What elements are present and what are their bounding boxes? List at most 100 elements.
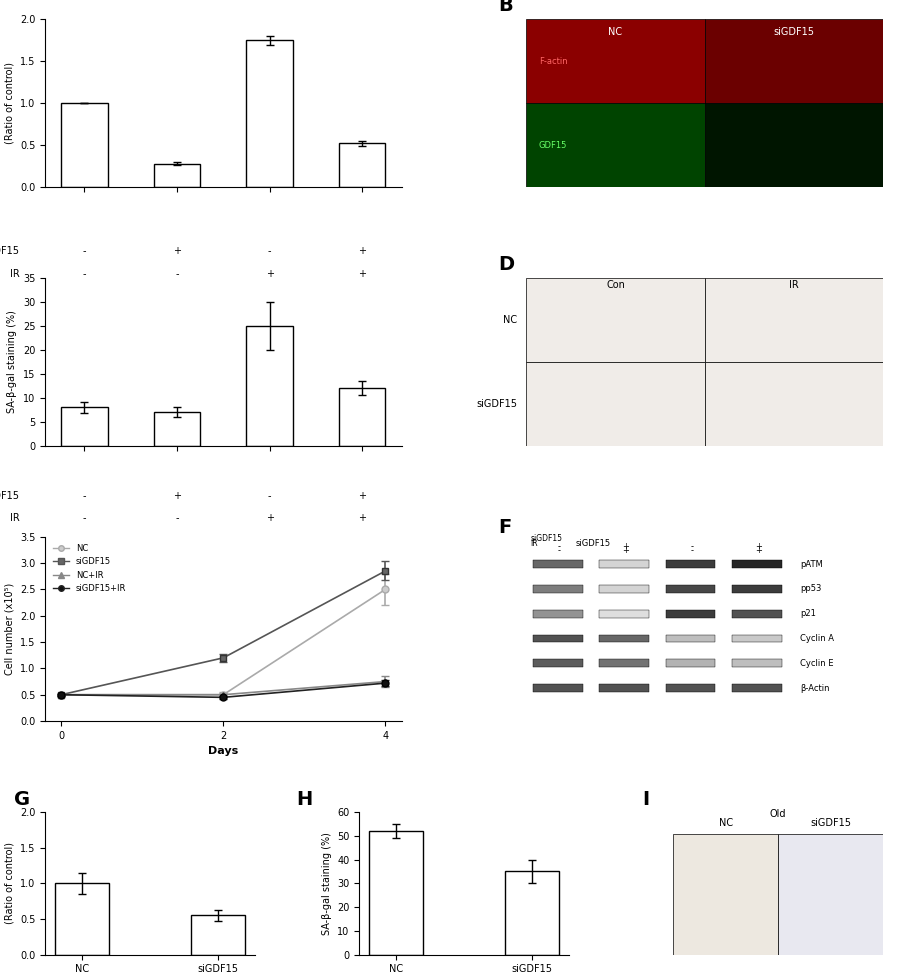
Text: -: - bbox=[176, 269, 178, 280]
Y-axis label: SA-β-gal staining (%): SA-β-gal staining (%) bbox=[7, 311, 17, 413]
Text: F: F bbox=[498, 518, 511, 537]
Text: -: - bbox=[83, 512, 86, 523]
FancyBboxPatch shape bbox=[599, 684, 649, 692]
Text: +: + bbox=[359, 512, 366, 523]
Bar bbox=[369, 831, 423, 955]
Bar bbox=[61, 407, 107, 446]
FancyBboxPatch shape bbox=[599, 560, 649, 568]
Text: siGDF15: siGDF15 bbox=[773, 27, 815, 37]
Text: +: + bbox=[623, 546, 630, 555]
Text: +: + bbox=[173, 491, 181, 501]
Text: +: + bbox=[266, 512, 274, 523]
Text: Cyclin E: Cyclin E bbox=[800, 658, 833, 668]
Text: pp53: pp53 bbox=[800, 584, 822, 593]
Text: siGDF15: siGDF15 bbox=[810, 818, 851, 828]
Text: IR: IR bbox=[789, 280, 798, 290]
Text: G: G bbox=[14, 790, 30, 809]
FancyBboxPatch shape bbox=[732, 585, 782, 593]
FancyBboxPatch shape bbox=[599, 659, 649, 667]
FancyBboxPatch shape bbox=[666, 610, 715, 618]
Text: NC: NC bbox=[608, 27, 623, 37]
Y-axis label: SA-β-gal staining (%): SA-β-gal staining (%) bbox=[322, 832, 332, 935]
Text: -: - bbox=[83, 491, 86, 501]
Text: +: + bbox=[173, 245, 181, 256]
FancyBboxPatch shape bbox=[666, 585, 715, 593]
FancyBboxPatch shape bbox=[533, 659, 583, 667]
Text: siGDF15: siGDF15 bbox=[0, 245, 20, 256]
FancyBboxPatch shape bbox=[666, 560, 715, 568]
Bar bbox=[154, 164, 200, 187]
FancyBboxPatch shape bbox=[599, 585, 649, 593]
FancyBboxPatch shape bbox=[599, 635, 649, 643]
Y-axis label: GDF15 mRNA
(Ratio of control): GDF15 mRNA (Ratio of control) bbox=[0, 62, 14, 144]
Text: +: + bbox=[359, 491, 366, 501]
Bar bbox=[505, 872, 560, 955]
Text: +: + bbox=[623, 542, 630, 551]
FancyBboxPatch shape bbox=[526, 279, 705, 362]
FancyBboxPatch shape bbox=[732, 610, 782, 618]
FancyBboxPatch shape bbox=[732, 560, 782, 568]
Bar bbox=[247, 41, 293, 187]
Text: -: - bbox=[558, 546, 561, 555]
FancyBboxPatch shape bbox=[732, 659, 782, 667]
Text: B: B bbox=[498, 0, 513, 16]
Bar bbox=[339, 389, 386, 446]
FancyBboxPatch shape bbox=[778, 834, 883, 955]
FancyBboxPatch shape bbox=[533, 560, 583, 568]
Bar bbox=[61, 103, 107, 187]
Text: β-Actin: β-Actin bbox=[800, 684, 830, 693]
FancyBboxPatch shape bbox=[705, 103, 883, 187]
Text: NC: NC bbox=[719, 818, 733, 828]
Text: -: - bbox=[83, 245, 86, 256]
Text: -: - bbox=[83, 269, 86, 280]
Text: -: - bbox=[176, 512, 178, 523]
Text: +: + bbox=[359, 269, 366, 280]
Text: siGDF15: siGDF15 bbox=[0, 491, 20, 501]
Text: Old: Old bbox=[770, 809, 787, 819]
FancyBboxPatch shape bbox=[674, 834, 778, 955]
Text: Con: Con bbox=[606, 280, 625, 290]
FancyBboxPatch shape bbox=[732, 635, 782, 643]
Text: p21: p21 bbox=[800, 610, 816, 618]
FancyBboxPatch shape bbox=[533, 635, 583, 643]
FancyBboxPatch shape bbox=[533, 610, 583, 618]
Text: siGDF15: siGDF15 bbox=[531, 534, 562, 543]
FancyBboxPatch shape bbox=[666, 659, 715, 667]
FancyBboxPatch shape bbox=[705, 362, 883, 446]
Text: Cyclin A: Cyclin A bbox=[800, 634, 834, 643]
FancyBboxPatch shape bbox=[533, 585, 583, 593]
Bar bbox=[247, 326, 293, 446]
Text: +: + bbox=[359, 245, 366, 256]
Text: -: - bbox=[268, 491, 271, 501]
Bar bbox=[154, 412, 200, 446]
Bar bbox=[191, 916, 245, 955]
Bar bbox=[55, 883, 109, 955]
Text: -: - bbox=[268, 245, 271, 256]
Text: +: + bbox=[755, 542, 762, 551]
Legend: NC, siGDF15, NC+IR, siGDF15+IR: NC, siGDF15, NC+IR, siGDF15+IR bbox=[50, 541, 130, 596]
FancyBboxPatch shape bbox=[526, 103, 705, 187]
Text: pATM: pATM bbox=[800, 560, 823, 569]
Y-axis label: GDF15 mRNA level
(Ratio of control): GDF15 mRNA level (Ratio of control) bbox=[0, 837, 14, 930]
Text: +: + bbox=[266, 269, 274, 280]
Text: F-actin: F-actin bbox=[539, 56, 568, 66]
Text: NC: NC bbox=[504, 315, 517, 325]
X-axis label: Days: Days bbox=[208, 746, 239, 757]
Text: -: - bbox=[691, 546, 694, 555]
FancyBboxPatch shape bbox=[599, 610, 649, 618]
Text: IR: IR bbox=[10, 512, 20, 523]
FancyBboxPatch shape bbox=[732, 684, 782, 692]
FancyBboxPatch shape bbox=[705, 279, 883, 362]
Text: H: H bbox=[296, 790, 313, 809]
FancyBboxPatch shape bbox=[666, 684, 715, 692]
FancyBboxPatch shape bbox=[526, 362, 705, 446]
Text: -: - bbox=[558, 542, 561, 551]
Text: -: - bbox=[691, 542, 694, 551]
Text: siGDF15: siGDF15 bbox=[477, 398, 517, 409]
Text: IR: IR bbox=[531, 540, 538, 548]
Text: D: D bbox=[498, 255, 514, 274]
FancyBboxPatch shape bbox=[526, 19, 705, 103]
Text: I: I bbox=[642, 790, 650, 809]
Text: IR: IR bbox=[10, 269, 20, 280]
FancyBboxPatch shape bbox=[533, 684, 583, 692]
